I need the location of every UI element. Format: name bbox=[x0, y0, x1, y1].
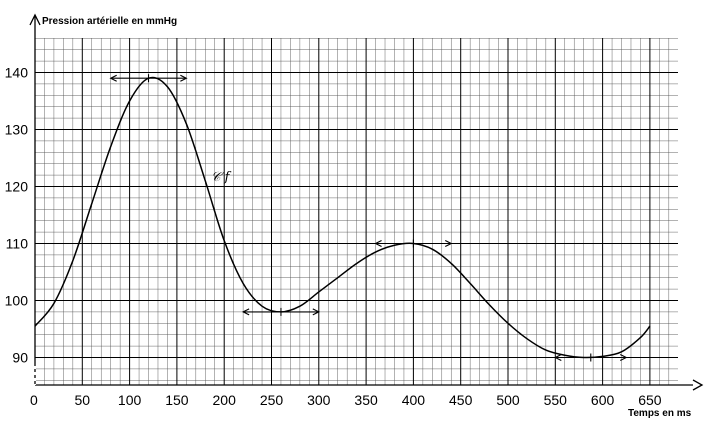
y-tick-label: 110 bbox=[6, 236, 29, 252]
x-tick-label: 50 bbox=[75, 392, 91, 408]
tangent-arrow-right bbox=[444, 240, 453, 247]
y-tick-label: 90 bbox=[12, 350, 28, 366]
series-line bbox=[34, 76, 651, 359]
x-tick-label: 250 bbox=[260, 392, 284, 408]
series-layer bbox=[34, 76, 651, 359]
grid-minor bbox=[35, 38, 678, 385]
x-axis-title: Temps en ms bbox=[628, 408, 692, 419]
y-tick-label: 130 bbox=[5, 122, 29, 138]
tangent-layer bbox=[109, 74, 628, 362]
y-tick-label: 140 bbox=[5, 65, 29, 81]
x-tick-label: 550 bbox=[544, 392, 568, 408]
tangent-arrow-right bbox=[312, 308, 321, 316]
x-tick-label: 100 bbox=[118, 392, 142, 408]
tangent-arrow-left bbox=[241, 308, 250, 316]
y-tick-label: 120 bbox=[5, 179, 29, 195]
x-tick-label: 500 bbox=[496, 392, 520, 408]
y-axis-title: Pression artérielle en mmHg bbox=[42, 16, 177, 27]
curve-label: 𝒞 f bbox=[211, 170, 232, 185]
y-axis-arrow bbox=[29, 13, 41, 26]
x-tick-label: 650 bbox=[638, 392, 662, 408]
tangent-arrow-right bbox=[620, 354, 628, 361]
axes bbox=[29, 13, 704, 391]
y-tick-label: 100 bbox=[5, 293, 29, 309]
tangent-arrow-left bbox=[109, 74, 117, 82]
origin-label: 0 bbox=[30, 392, 38, 408]
tangent-arrow-left bbox=[554, 354, 562, 361]
x-axis-arrow bbox=[692, 379, 704, 391]
x-tick-label: 300 bbox=[307, 392, 331, 408]
x-tick-label: 400 bbox=[402, 392, 426, 408]
tangent-arrow-right bbox=[180, 74, 188, 82]
tick-labels: 50 100 150 200 250 300 350 400 450 500 550 600 650 90… bbox=[5, 65, 662, 409]
x-tick-label: 200 bbox=[213, 392, 237, 408]
x-tick-label: 350 bbox=[354, 392, 378, 408]
grid-major bbox=[34, 38, 678, 385]
x-tick-label: 150 bbox=[165, 392, 189, 408]
x-tick-label: 600 bbox=[591, 392, 615, 408]
x-tick-label: 450 bbox=[449, 392, 473, 408]
tangent-arrow-left bbox=[374, 240, 382, 247]
